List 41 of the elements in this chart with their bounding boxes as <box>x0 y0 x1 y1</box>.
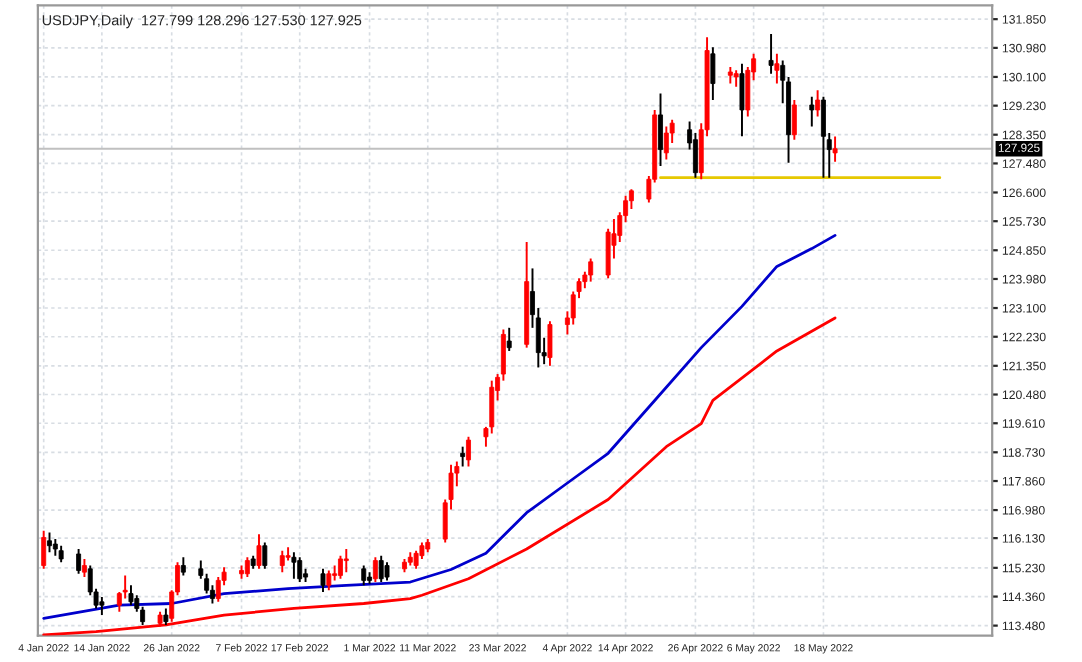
candlestick <box>372 556 378 584</box>
candlestick <box>343 548 349 574</box>
candlestick <box>658 92 663 168</box>
candlestick <box>832 135 838 163</box>
candlestick <box>384 561 390 582</box>
candlestick <box>791 99 797 141</box>
candlestick <box>466 435 471 468</box>
candlestick <box>809 95 815 128</box>
candlestick <box>605 227 611 280</box>
candlestick <box>815 89 821 118</box>
line-series <box>42 316 837 636</box>
candlestick <box>326 569 332 592</box>
candlestick <box>710 46 716 102</box>
candlestick <box>774 52 780 85</box>
candlestick <box>378 554 384 584</box>
candlestick <box>361 564 367 587</box>
candlestick <box>460 445 466 468</box>
candlestick <box>81 557 87 579</box>
candlestick <box>297 556 303 584</box>
candlestick <box>768 33 774 75</box>
candlestick <box>413 549 419 570</box>
candlestick <box>262 541 268 570</box>
candlestick <box>320 567 326 593</box>
candlestick <box>338 554 343 580</box>
candlestick <box>180 556 186 577</box>
candlestick <box>663 125 669 161</box>
candlestick <box>128 584 134 607</box>
candlestick <box>588 257 594 283</box>
line-series <box>42 234 837 620</box>
candlestick <box>547 320 553 367</box>
candlestick <box>47 531 52 554</box>
candlestick <box>291 551 297 580</box>
candlestick <box>820 95 826 179</box>
candlestick <box>41 529 47 570</box>
candlestick <box>256 533 262 570</box>
candlestick <box>76 548 82 575</box>
candlestick <box>244 556 250 579</box>
candlestick <box>506 326 512 352</box>
candlestick <box>99 595 105 617</box>
candlestick <box>279 549 285 574</box>
candlestick <box>739 62 745 138</box>
